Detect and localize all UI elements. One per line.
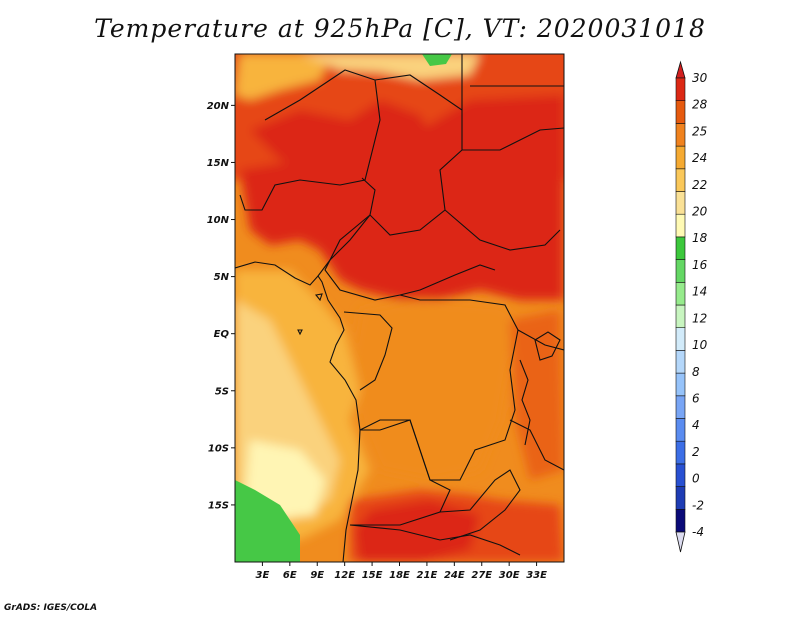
border-niger-nigeria — [239, 69, 381, 211]
colorbar-label: 0 — [692, 472, 700, 486]
colorbar-label: 30 — [692, 71, 708, 85]
lat-tick-label: 10S — [208, 443, 229, 454]
lat-tick-label: 20N — [207, 101, 230, 112]
colorbar-bin — [675, 486, 686, 510]
field-south-core — [355, 500, 480, 562]
colorbar-label: 20 — [692, 205, 708, 219]
border-tanzania — [509, 329, 564, 471]
colorbar-over-arrow — [675, 60, 686, 79]
colorbar-bin — [675, 168, 686, 192]
lat-tick-label: 15N — [207, 158, 230, 169]
field-sahel-hot — [240, 95, 564, 300]
lat-tick-label: 5S — [215, 386, 229, 397]
longitude-axis: 3E 6E 9E 12E 15E 18E 21E 24E 27E 30E 33E — [256, 562, 547, 581]
colorbar-label: -4 — [692, 525, 704, 539]
colorbar-label: 10 — [692, 338, 708, 352]
colorbar-bin — [675, 508, 686, 533]
lon-tick-label: 24E — [444, 570, 465, 581]
colorbar-bin — [675, 327, 686, 351]
lon-tick-label: 27E — [471, 570, 492, 581]
colorbar-label: 24 — [692, 151, 707, 165]
colorbar-under-arrow — [675, 531, 686, 553]
lon-tick-label: 30E — [499, 570, 520, 581]
border-chad — [361, 74, 463, 236]
colorbar-label: 28 — [692, 98, 708, 112]
colorbar-label: 6 — [692, 391, 700, 405]
colorbar-label: 4 — [692, 418, 700, 432]
field-east-highlands — [510, 310, 564, 480]
colorbar-bin — [675, 440, 686, 465]
colorbar-label: -2 — [692, 498, 704, 512]
lat-tick-label: 5N — [214, 272, 230, 283]
field-north-hot — [250, 100, 440, 175]
field-green-sw — [235, 480, 300, 562]
lat-tick-label: 15S — [208, 500, 229, 511]
borders — [235, 54, 564, 562]
colorbar-label: 14 — [692, 285, 707, 299]
border-east-lakes — [519, 331, 561, 446]
lon-tick-label: 33E — [526, 570, 547, 581]
plot-title: Temperature at 925hPa [C], VT: 202003101… — [94, 14, 706, 43]
colorbar-bin — [675, 350, 686, 374]
lon-tick-label: 21E — [417, 570, 438, 581]
border-namibia — [349, 524, 521, 556]
lon-tick-label: 9E — [310, 570, 324, 581]
colorbar-bin — [675, 145, 686, 170]
colorbar-bin — [675, 395, 686, 419]
colorbar-bin — [675, 236, 686, 260]
colorbar-bin — [675, 100, 686, 124]
lon-tick-label: 18E — [389, 570, 410, 581]
border-car — [324, 214, 496, 301]
lat-tick-label: 10N — [207, 215, 230, 226]
border-zambia — [439, 469, 521, 541]
lon-tick-label: 15E — [362, 570, 383, 581]
colorbar-label: 2 — [692, 445, 700, 459]
colorbar-bin — [675, 372, 686, 397]
border-cameroon — [317, 214, 371, 277]
border-libya-egypt — [461, 54, 564, 110]
lat-tick-label: EQ — [214, 329, 230, 340]
temperature-field — [235, 54, 564, 562]
field-green-n — [422, 54, 452, 66]
colorbar-bin — [675, 304, 686, 329]
border-congo — [343, 311, 393, 391]
colorbar-label: 22 — [692, 178, 707, 192]
colorbar-bin — [675, 259, 686, 283]
colorbar-label: 18 — [692, 231, 708, 245]
colorbar-label: 8 — [692, 365, 700, 379]
border-angola — [350, 419, 451, 526]
border-sudan — [444, 127, 564, 251]
latitude-axis: 20N 15N 10N 5N EQ 5S 10S 15S — [207, 101, 235, 511]
colorbar-bin — [675, 213, 686, 238]
field-congo-orange — [350, 300, 520, 480]
colorbar-label: 25 — [692, 124, 707, 138]
lon-tick-label: 12E — [334, 570, 355, 581]
coastline — [235, 261, 361, 562]
colorbar-bin — [675, 191, 686, 215]
grads-credit: GrADS: IGES/COLA — [4, 603, 98, 613]
colorbar-label: 16 — [692, 258, 708, 272]
border-gulf-islands — [297, 293, 323, 336]
colorbar-bin — [675, 77, 686, 102]
colorbar-bin — [675, 418, 686, 442]
lon-tick-label: 3E — [256, 570, 270, 581]
lon-tick-label: 6E — [283, 570, 297, 581]
colorbar-label: 12 — [692, 311, 707, 325]
field-sahara-cool — [235, 54, 330, 100]
colorbar-bin — [675, 123, 686, 147]
colorbar-bin — [675, 463, 686, 487]
colorbar-bin — [675, 281, 686, 306]
